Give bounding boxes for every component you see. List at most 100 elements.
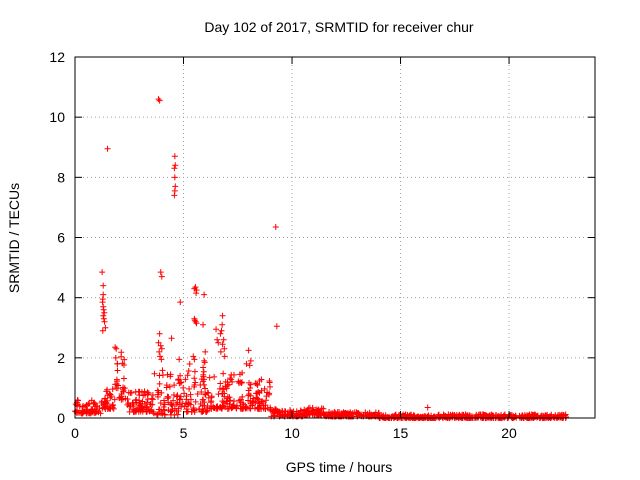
data-point xyxy=(519,413,526,420)
data-point xyxy=(220,386,227,393)
data-point xyxy=(254,404,261,411)
data-point xyxy=(474,413,481,420)
data-point xyxy=(211,404,218,411)
data-point xyxy=(170,391,177,398)
data-point xyxy=(193,320,200,327)
data-point xyxy=(113,381,120,388)
data-point xyxy=(113,345,120,352)
data-point xyxy=(273,323,280,330)
data-point xyxy=(309,411,316,418)
data-point xyxy=(208,394,215,401)
data-point xyxy=(318,405,325,412)
data-point xyxy=(158,356,165,363)
data-point xyxy=(114,367,121,374)
x-tick-labels: 0 5 10 15 20 xyxy=(71,425,517,441)
data-point xyxy=(216,385,223,392)
data-point xyxy=(247,357,254,364)
data-point xyxy=(186,385,193,392)
data-point xyxy=(171,153,178,160)
data-point xyxy=(149,396,156,403)
data-point xyxy=(255,405,262,412)
data-point xyxy=(217,348,224,355)
data-point xyxy=(243,360,250,367)
data-point xyxy=(192,398,199,405)
data-point xyxy=(100,282,107,289)
data-point xyxy=(263,393,270,400)
data-point xyxy=(156,330,163,337)
data-point xyxy=(178,379,185,386)
data-point xyxy=(158,273,165,280)
data-point xyxy=(170,397,177,404)
data-point xyxy=(187,391,194,398)
data-point xyxy=(155,339,162,346)
data-point xyxy=(172,162,179,169)
data-point xyxy=(266,383,273,390)
data-point xyxy=(99,405,106,412)
data-point xyxy=(153,411,160,418)
data-point xyxy=(155,393,162,400)
data-point xyxy=(98,399,105,406)
data-point xyxy=(220,399,227,406)
data-point xyxy=(250,395,257,402)
data-point xyxy=(255,396,262,403)
x-tick-label: 15 xyxy=(393,425,409,441)
data-point xyxy=(237,403,244,410)
data-point xyxy=(221,353,228,360)
data-point xyxy=(192,284,199,291)
data-point xyxy=(138,403,145,410)
y-tick-label: 10 xyxy=(49,109,65,125)
data-point xyxy=(281,411,288,418)
data-point xyxy=(215,339,222,346)
data-point xyxy=(92,403,99,410)
data-point xyxy=(200,364,207,371)
data-point xyxy=(400,411,407,418)
data-point xyxy=(136,400,143,407)
data-point xyxy=(140,392,147,399)
data-point xyxy=(125,389,132,396)
data-point xyxy=(239,369,246,376)
data-point xyxy=(355,410,362,417)
data-point xyxy=(165,394,172,401)
data-point xyxy=(211,373,218,380)
data-point xyxy=(342,410,349,417)
data-point xyxy=(217,380,224,387)
data-point xyxy=(76,403,83,410)
data-point xyxy=(435,411,442,418)
data-point xyxy=(99,269,106,276)
data-point xyxy=(120,387,127,394)
data-point xyxy=(86,400,93,407)
data-point xyxy=(500,413,507,420)
data-point xyxy=(204,389,211,396)
data-point xyxy=(193,290,200,297)
data-point xyxy=(109,386,116,393)
data-point xyxy=(282,408,289,415)
data-point xyxy=(235,378,242,385)
data-point xyxy=(207,399,214,406)
data-point xyxy=(192,379,199,386)
data-point xyxy=(262,405,269,412)
y-tick-label: 8 xyxy=(57,169,65,185)
data-point xyxy=(202,385,209,392)
data-point xyxy=(111,396,118,403)
data-point xyxy=(306,410,313,417)
data-point xyxy=(100,315,107,322)
data-point xyxy=(424,404,431,411)
data-point xyxy=(159,367,166,374)
data-point xyxy=(145,390,152,397)
data-point xyxy=(151,370,158,377)
data-point xyxy=(183,405,190,412)
data-point xyxy=(221,345,228,352)
data-point xyxy=(198,389,205,396)
data-point xyxy=(200,371,207,378)
data-point xyxy=(236,397,243,404)
grid-lines xyxy=(75,57,595,418)
data-point xyxy=(158,389,165,396)
data-point xyxy=(219,390,226,397)
y-tick-label: 2 xyxy=(57,350,65,366)
y-tick-label: 0 xyxy=(57,410,65,426)
data-point xyxy=(214,336,221,343)
data-point xyxy=(540,413,547,420)
data-point xyxy=(245,387,252,394)
data-point xyxy=(91,399,98,406)
data-point xyxy=(79,403,86,410)
